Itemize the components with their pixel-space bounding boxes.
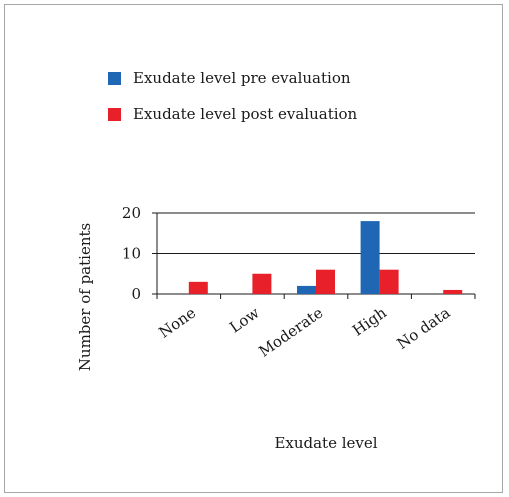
legend-label-pre: Exudate level pre evaluation: [133, 69, 351, 87]
x-tick-label-low: Low: [226, 303, 263, 336]
x-tick-label-no-data: No data: [394, 304, 454, 353]
y-axis-label: Number of patients: [76, 223, 94, 371]
bar-post-none: [188, 281, 208, 294]
legend-swatch-post: [108, 107, 121, 121]
legend-swatch-pre: [108, 71, 121, 85]
y-tick-label-0: 0: [131, 285, 141, 303]
x-tick-label-moderate: Moderate: [255, 303, 326, 360]
x-axis-label: Exudate level: [274, 434, 377, 452]
y-tick-label-1: 10: [122, 245, 141, 263]
bar-post-moderate: [316, 269, 335, 294]
legend-item-post: Exudate level post evaluation: [108, 96, 357, 132]
legend-item-pre: Exudate level pre evaluation: [108, 60, 357, 96]
bar-post-no-data: [443, 289, 463, 294]
chart-frame: [4, 4, 503, 493]
chart-legend: Exudate level pre evaluation Exudate lev…: [108, 60, 357, 132]
x-tick-label-high: High: [349, 303, 390, 339]
bar-pre-moderate: [297, 285, 316, 294]
bar-pre-high: [360, 221, 380, 294]
bar-post-high: [379, 269, 399, 294]
legend-label-post: Exudate level post evaluation: [133, 105, 358, 123]
bar-post-low: [252, 273, 272, 294]
x-tick-label-none: None: [155, 303, 199, 341]
y-tick-label-2: 20: [122, 204, 141, 222]
